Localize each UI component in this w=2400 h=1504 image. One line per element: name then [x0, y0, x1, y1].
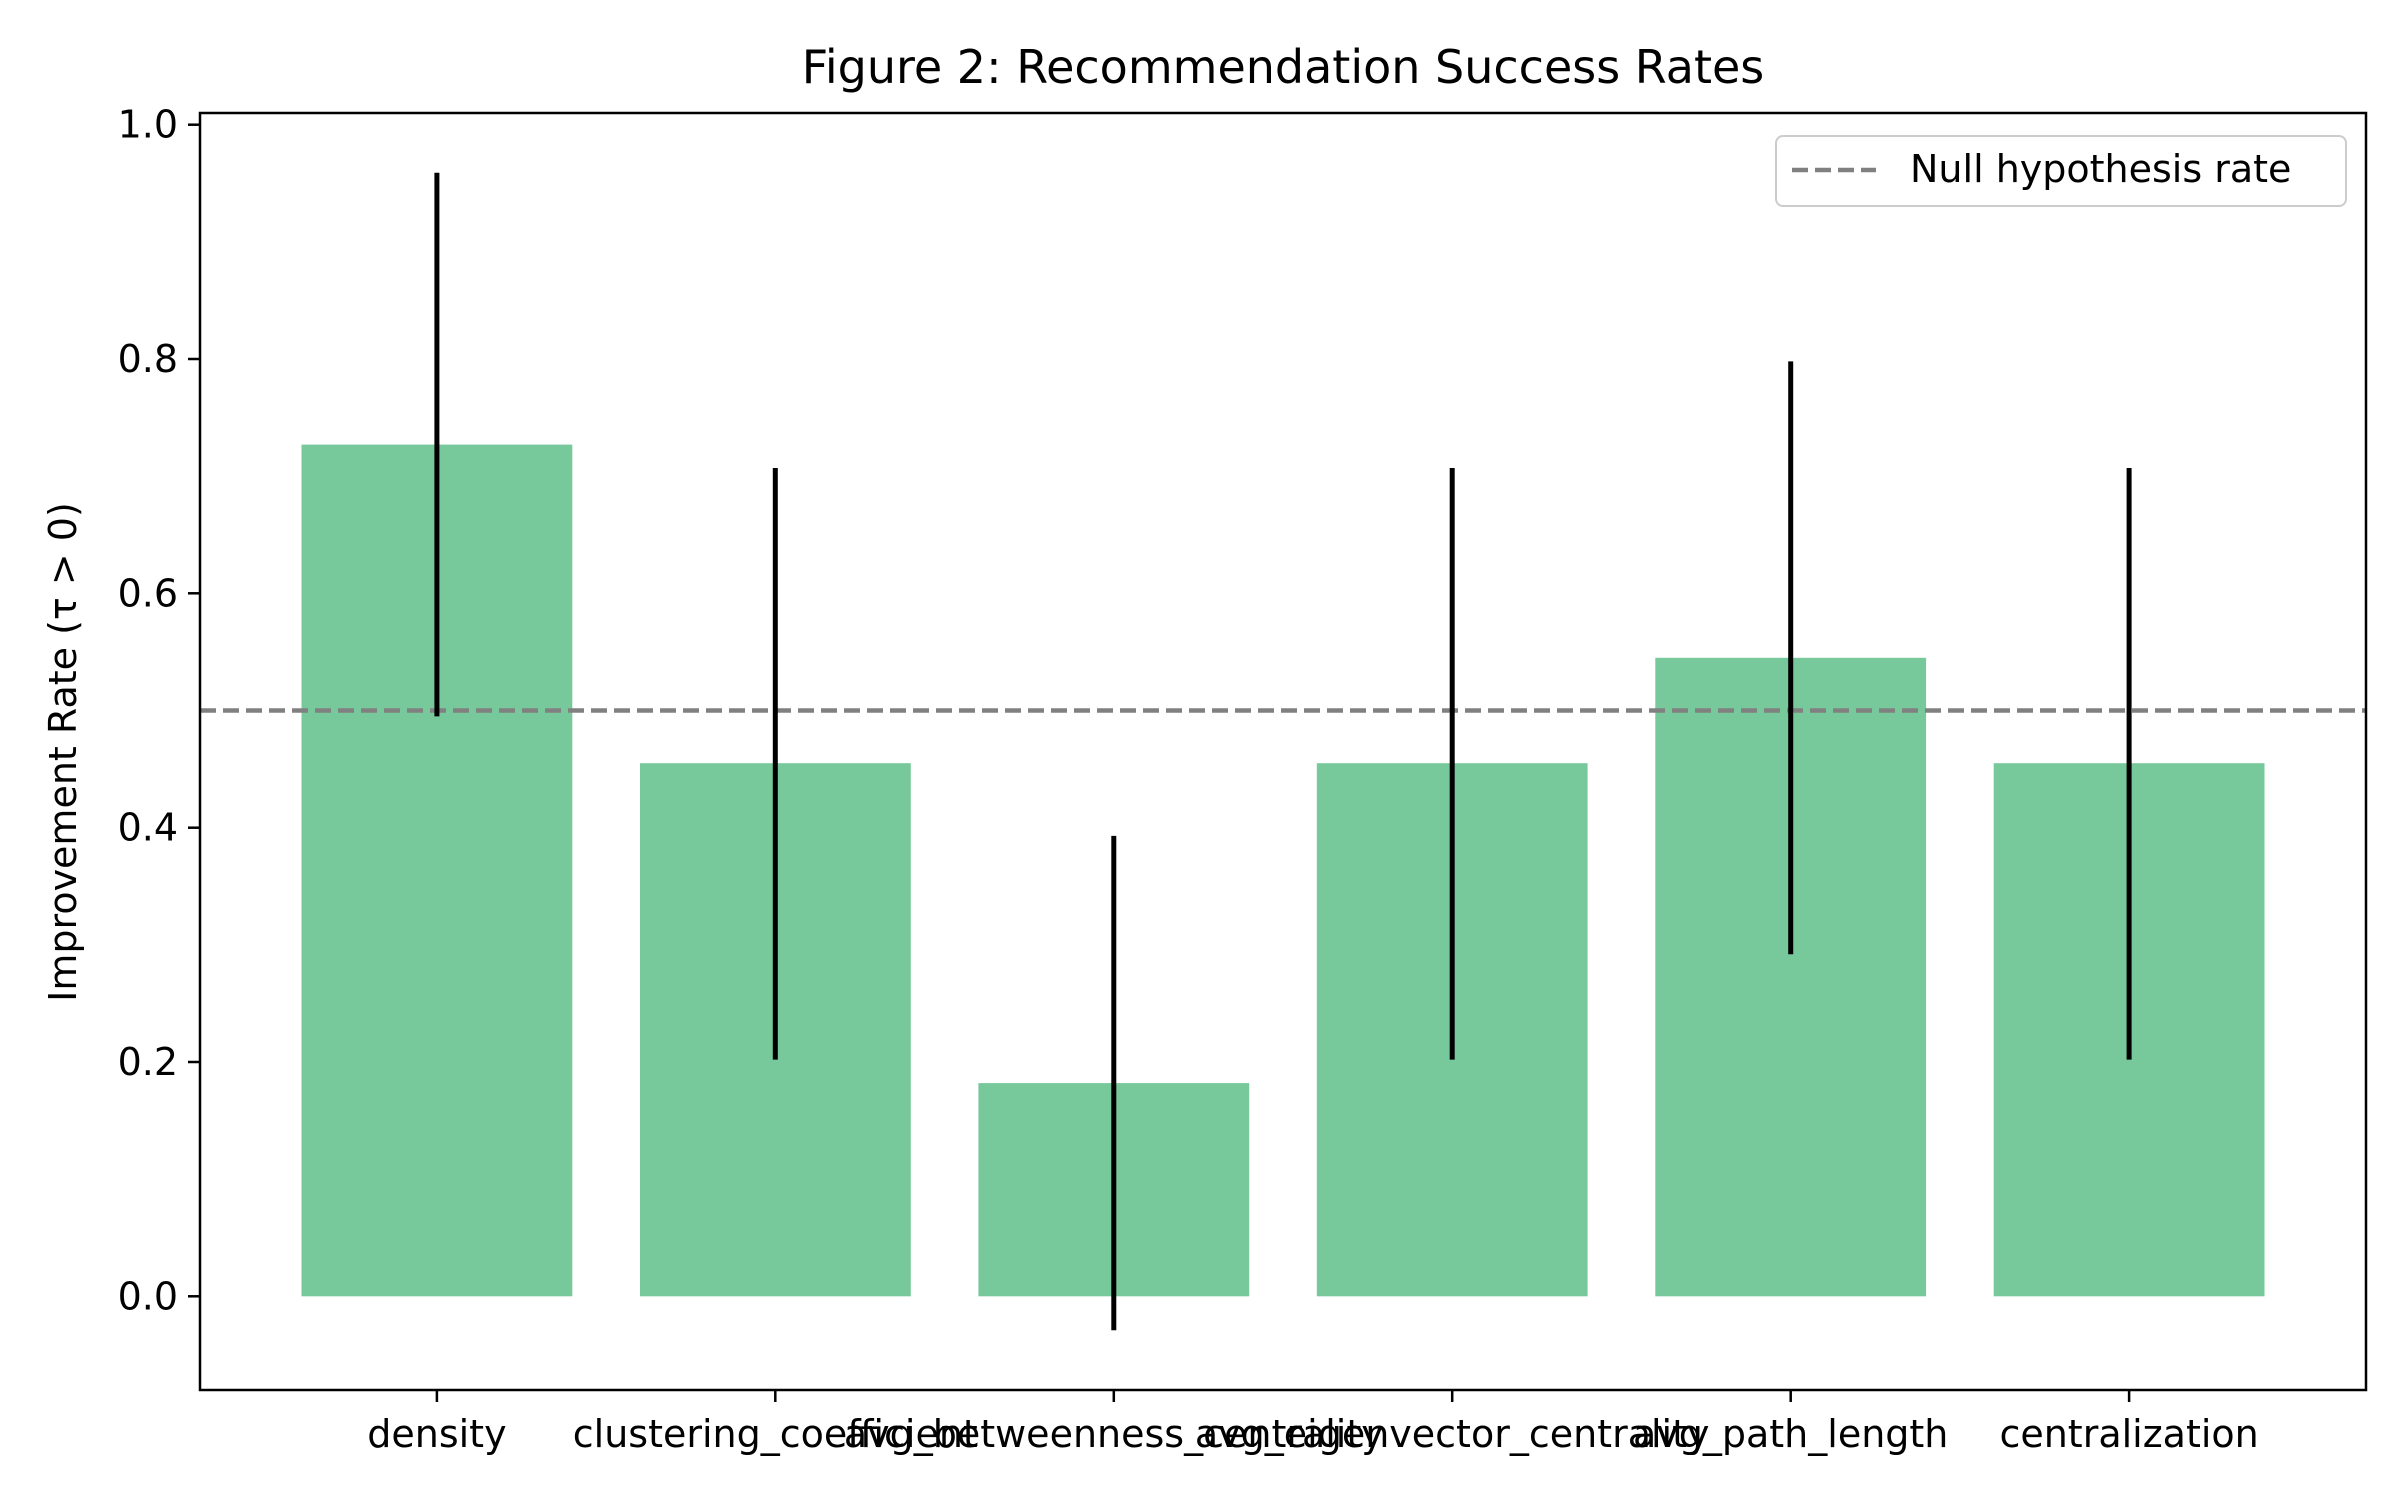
error-bars-layer	[434, 172, 2132, 1331]
y-axis: 0.0 0.2 0.4 0.6 0.8 1.0	[118, 103, 200, 1318]
y-tick-label: 0.4	[118, 806, 178, 850]
y-tick-label: 0.2	[118, 1040, 178, 1084]
y-tick-label: 0.6	[118, 571, 178, 615]
y-tick-label: 1.0	[118, 103, 178, 147]
legend-label-null-hypothesis: Null hypothesis rate	[1910, 147, 2291, 191]
x-tick-label-avg-path-length: avg_path_length	[1633, 1412, 1948, 1456]
legend: Null hypothesis rate	[1775, 135, 2347, 207]
x-tick-label-centralization: centralization	[1999, 1412, 2258, 1456]
x-tick-label-avg-eigenvector-centrality: avg_eigenvector_centrality	[1195, 1412, 1710, 1456]
legend-box	[1775, 135, 2347, 207]
bars-layer	[301, 444, 2265, 1297]
x-tick-label-avg-betweenness-centrality: avg_betweenness_centrality	[844, 1412, 1384, 1456]
y-axis-label: Improvement Rate (τ > 0)	[41, 502, 85, 1002]
y-tick-label: 0.8	[118, 337, 178, 381]
chart-title: Figure 2: Recommendation Success Rates	[802, 40, 1765, 94]
plot-frame	[198, 111, 2368, 1392]
y-tick-label: 0.0	[118, 1274, 178, 1318]
x-axis: density clustering_coefficientavg_between…	[367, 1390, 2259, 1456]
x-tick-label-density: density	[367, 1412, 506, 1456]
x-tick-label-clustering-coefficient: clustering_coefficient	[573, 1412, 978, 1456]
